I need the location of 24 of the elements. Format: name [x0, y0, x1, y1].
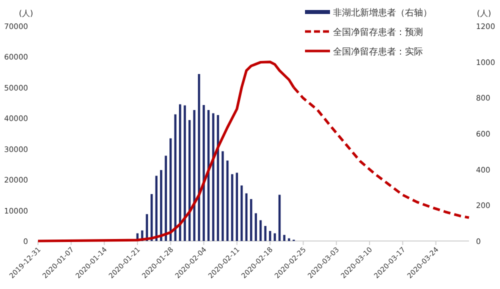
- bar: [278, 194, 281, 241]
- bar: [240, 185, 243, 241]
- y2-axis-title: (人): [476, 9, 492, 18]
- bar: [274, 233, 276, 241]
- y-axis-title: (人): [18, 9, 34, 18]
- bar: [212, 113, 214, 241]
- bar: [254, 213, 257, 241]
- bar: [193, 110, 196, 241]
- bar: [150, 194, 153, 241]
- legend-label: 全国净留存患者：预测: [333, 27, 423, 38]
- bar: [202, 105, 205, 241]
- bar: [231, 174, 234, 241]
- legend-label: 非湖北新增患者（右轴）: [333, 8, 432, 18]
- bar: [222, 151, 224, 241]
- bar: [236, 172, 238, 241]
- bar: [184, 105, 186, 241]
- bar: [283, 234, 286, 241]
- bar: [260, 220, 262, 241]
- bar: [226, 160, 229, 241]
- legend-label: 全国净留存患者：实际: [333, 46, 423, 58]
- bar: [245, 193, 248, 241]
- bar: [268, 230, 272, 241]
- bar: [264, 226, 266, 241]
- bar: [250, 199, 252, 241]
